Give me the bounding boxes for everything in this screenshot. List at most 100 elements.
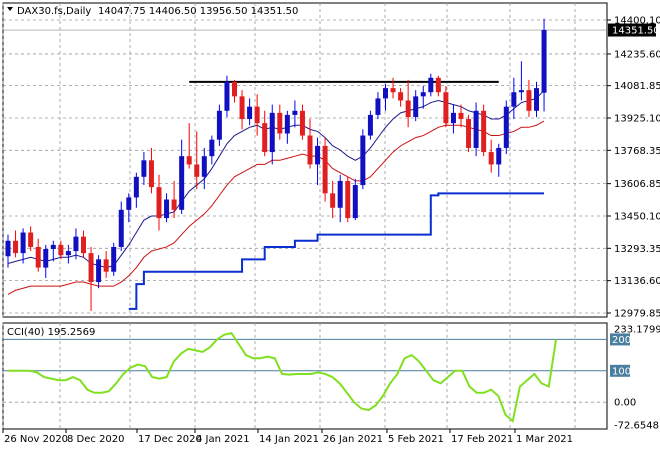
candle-body [43,249,49,268]
candle-body [28,232,34,247]
ohlc-values: 14047.75 14406.50 13956.50 14351.50 [98,6,298,17]
candle-body [133,176,139,198]
x-axis-label: 26 Nov 2020 [4,434,68,445]
cci-axis-label: 200 [612,335,631,346]
x-axis-label: 5 Feb 2021 [388,434,444,445]
candle-body [367,114,373,136]
current-price-tag-bg [608,23,656,37]
candle-body [148,160,154,188]
candle-body [390,88,396,93]
price-grid [2,3,607,317]
candle-body [232,81,237,97]
price-axis: 14400.10 14235.60 14081.85 13925.10 13768.35… [607,16,660,320]
cci-level-tag [610,364,630,377]
candle-body [518,90,524,93]
candle-body [496,147,502,165]
chart-header: DAX30.fs,Daily 14047.75 14406.50 13956.5… [7,6,298,17]
candle-body [420,92,426,97]
candle-body [126,197,132,210]
candle-body [383,88,388,99]
candle-body [111,246,117,272]
candle-body [209,139,215,157]
candle-body [299,110,305,136]
candle-body [164,199,170,219]
candle-body [284,114,290,134]
candle-body [194,164,200,177]
candle-body [58,244,64,256]
candle-body [443,92,449,124]
candle-body [526,90,532,111]
cci-level-tag [610,333,630,346]
candle-body [315,145,321,165]
candle-body [450,112,456,124]
candles-layer [5,18,547,311]
candle-body [224,81,230,111]
candle-body [247,106,253,120]
candle-body [171,199,177,210]
candle-body [435,77,441,93]
candle-body [534,88,539,111]
x-axis-label: 4 Jan 2021 [196,434,250,445]
candle-body [239,96,245,120]
price-axis-label: 14400.10 [614,16,660,27]
x-axis-label: 17 Feb 2021 [451,434,513,445]
candle-body [488,152,494,165]
collapse-arrow-icon[interactable] [7,7,13,11]
cci-line [8,332,557,423]
current-price-value: 14351.50 [612,26,660,37]
candle-body [413,96,419,117]
candle-body [458,112,464,120]
candle-body [179,156,185,210]
candle-body [96,259,102,283]
x-axis-label: 17 Dec 2020 [138,434,202,445]
cci-axis-label: -72.6548 [614,421,659,432]
candle-body [156,187,162,219]
candle-body [103,259,109,272]
candle-body [81,236,86,254]
candle-body [345,180,351,219]
candle-body [481,110,487,153]
x-axis-label: 26 Jan 2021 [323,434,383,445]
current-price-tag: 14351.50 [608,23,660,37]
candle-body [473,110,479,148]
candle-body [466,119,472,148]
candle-body [330,193,336,208]
price-axis-label: 13768.35 [614,146,660,157]
price-axis-label: 12979.85 [614,309,660,320]
candle-body [216,110,222,140]
cci-series-layer [8,332,557,423]
price-axis-label: 13293.35 [614,244,660,255]
candle-body [292,110,298,115]
cci-grid [2,323,607,429]
candle-body [428,77,434,93]
cci-axis-label: 100 [612,366,631,377]
candle-body [405,100,411,117]
candle-body [375,98,381,115]
cci-axis-label: 0.00 [614,398,636,409]
candle-body [186,156,192,165]
candle-body [262,123,268,153]
cci-axis-label: 233.1799 [614,325,660,336]
candle-body [352,185,358,219]
candle-body [541,30,547,93]
candle-body [398,92,404,101]
candle-body [503,106,509,148]
candle-body [322,145,328,194]
candle-body [35,246,41,268]
series-slow_band [7,120,545,295]
candle-body [511,92,517,107]
price-axis-label: 13606.85 [614,179,660,190]
series-stop_line [128,192,545,310]
candle-body [141,160,147,177]
price-axis-label: 13450.10 [614,211,660,222]
candle-body [201,156,207,177]
cci-panel-frame [2,322,608,430]
candle-body [73,236,79,252]
candle-body [13,240,19,254]
candle-body [254,106,260,124]
price-axis-label: 13925.10 [614,113,660,124]
symbol-label: DAX30.fs,Daily [17,6,91,17]
